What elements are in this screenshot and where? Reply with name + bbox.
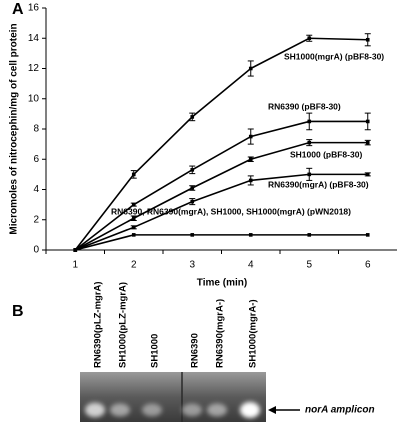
panel-label: A: [12, 1, 24, 18]
marker: [190, 168, 195, 172]
gel-band: [240, 402, 260, 418]
marker: [131, 225, 136, 230]
x-tick-label: 1: [72, 260, 78, 271]
gel-band: [85, 402, 105, 418]
marker: [365, 37, 370, 42]
marker: [131, 216, 136, 221]
y-axis-label: Micromoles of nitrocephin/mg of cell pro…: [9, 23, 20, 234]
arrow-head: [268, 406, 276, 414]
marker: [365, 119, 370, 124]
gel-image: [80, 372, 266, 422]
lane-label: RN6390(mgrA-): [215, 299, 226, 368]
gel-band: [110, 403, 130, 417]
lane-label: RN6390(pLZ-mgrA): [93, 281, 104, 368]
marker: [248, 134, 253, 139]
series-label: RN6390, RN6390(mgrA), SH1000, SH1000(mgr…: [111, 206, 351, 216]
marker: [365, 233, 370, 237]
lane-label: SH1000(mgrA-): [248, 299, 259, 368]
series-label: RN6390 (pBF8-30): [268, 101, 341, 111]
series-line: [74, 37, 368, 251]
marker: [131, 202, 136, 207]
lane-label: SH1000(pLZ-mgrA): [118, 282, 129, 368]
y-tick-label: 14: [28, 33, 40, 44]
marker: [307, 119, 312, 124]
gel-band: [182, 403, 202, 417]
gel-band: [142, 403, 162, 417]
series-line: [75, 234, 368, 251]
marker: [190, 186, 195, 190]
marker: [307, 233, 312, 237]
series-label: SH1000 (pBF8-30): [290, 149, 362, 159]
marker: [307, 36, 312, 41]
marker: [248, 66, 253, 71]
marker: [307, 172, 312, 177]
series-label: RN6390(mgrA) (pBF8-30): [268, 179, 369, 189]
marker: [248, 233, 253, 237]
marker: [248, 157, 253, 162]
y-tick-label: 0: [33, 245, 39, 256]
series-label: SH1000(mgrA) (pBF8-30): [284, 51, 384, 61]
y-tick-label: 6: [33, 154, 39, 165]
x-tick-label: 6: [365, 260, 371, 271]
marker: [131, 172, 136, 177]
series-line: [74, 120, 368, 251]
series-line: [74, 141, 368, 251]
marker: [73, 248, 78, 252]
y-tick-label: 2: [33, 214, 39, 225]
series-line: [74, 173, 368, 251]
gel-band: [207, 403, 227, 417]
x-tick-label: 3: [189, 260, 195, 271]
marker: [307, 140, 312, 145]
marker: [131, 233, 136, 237]
x-tick-label: 2: [131, 260, 137, 271]
marker: [365, 172, 370, 177]
x-tick-label: 5: [306, 260, 312, 271]
marker: [190, 115, 195, 119]
x-tick-label: 4: [248, 260, 254, 271]
marker: [365, 140, 370, 145]
marker: [248, 178, 253, 183]
panel-label: B: [12, 303, 24, 320]
y-tick-label: 10: [28, 93, 40, 104]
marker: [190, 199, 195, 204]
lane-label: RN6390: [190, 333, 201, 368]
lane-label: SH1000: [150, 334, 161, 368]
y-tick-label: 16: [28, 3, 40, 14]
marker: [190, 233, 195, 237]
x-axis-label: Time (min): [197, 278, 247, 289]
band-label: norA amplicon: [305, 405, 375, 416]
y-tick-label: 4: [33, 184, 39, 195]
y-tick-label: 12: [28, 63, 40, 74]
y-tick-label: 8: [33, 124, 39, 135]
